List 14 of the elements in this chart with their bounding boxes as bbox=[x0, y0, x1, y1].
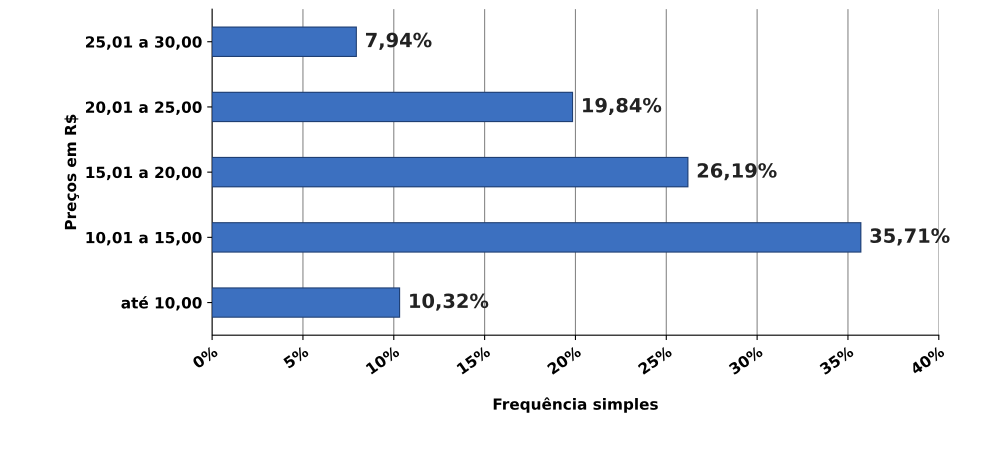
x-axis-title: Frequência simples bbox=[494, 397, 658, 413]
x-tick-label: 5% bbox=[282, 345, 310, 369]
y-tick-label: até 10,00 bbox=[121, 296, 202, 311]
data-label: 19,84% bbox=[583, 98, 662, 116]
y-tick-label: 15,01 a 20,00 bbox=[86, 166, 202, 180]
y-axis-title: Preços em R$ bbox=[64, 114, 80, 230]
y-tick-label: 10,01 a 15,00 bbox=[86, 232, 202, 246]
data-label: 35,71% bbox=[870, 228, 950, 246]
x-tick-label: 0% bbox=[192, 345, 218, 370]
y-tick-label: 25,01 a 30,00 bbox=[86, 36, 202, 50]
data-label: 26,19% bbox=[698, 163, 777, 180]
data-label: 10,32% bbox=[410, 293, 488, 311]
data-label: 7,94% bbox=[366, 32, 432, 50]
y-tick-label: 20,01 a 25,00 bbox=[86, 101, 202, 115]
